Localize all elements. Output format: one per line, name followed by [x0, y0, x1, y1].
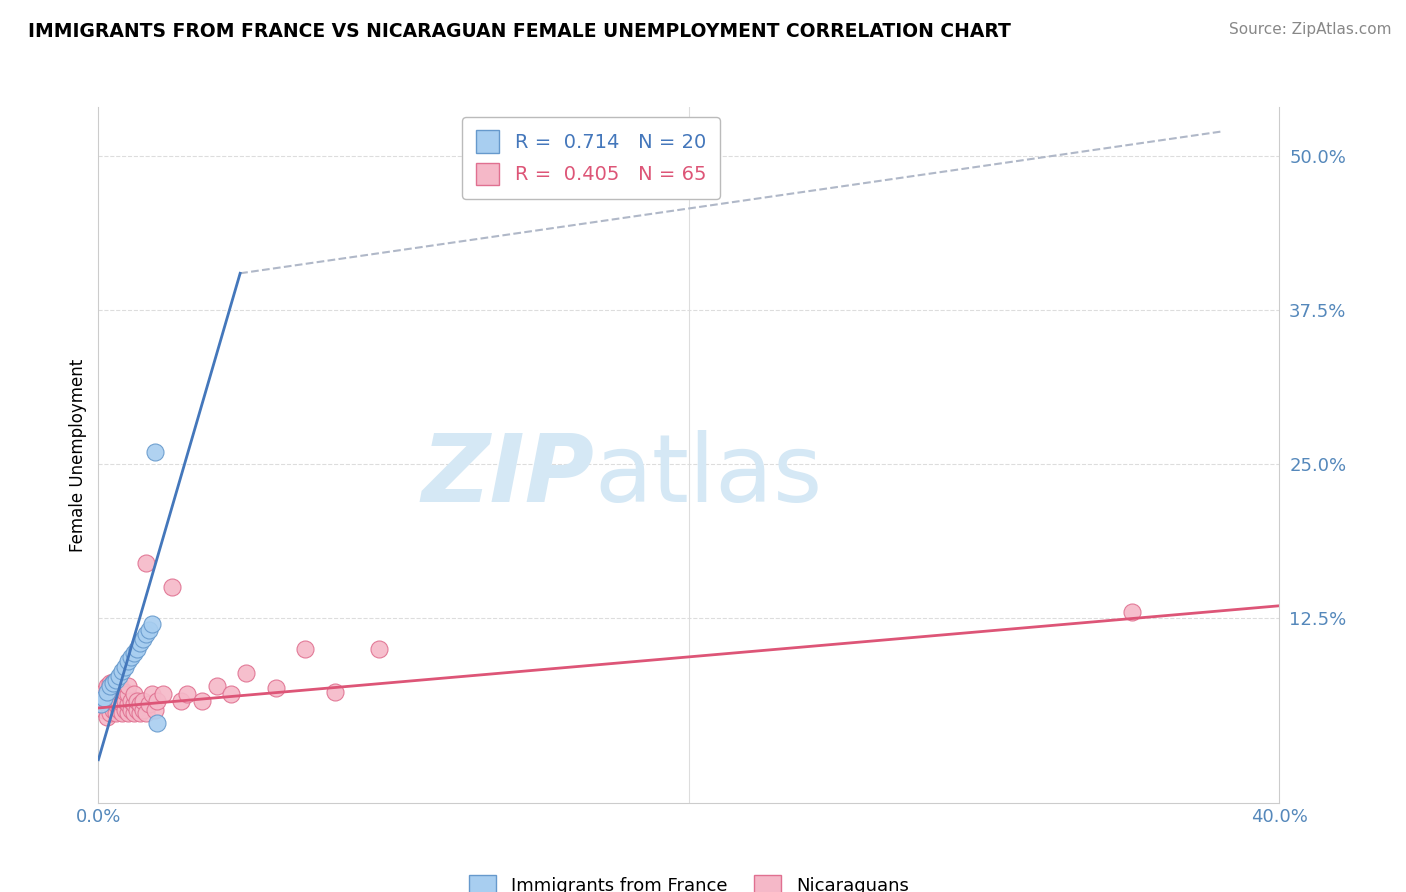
Point	[105, 688, 128, 702]
Point	[323, 685, 346, 699]
Point	[128, 698, 150, 712]
Point	[103, 693, 125, 707]
Point	[122, 698, 145, 712]
Point	[96, 685, 118, 699]
Point	[114, 685, 136, 699]
Point	[98, 706, 121, 720]
Point	[103, 676, 125, 690]
Point	[93, 693, 115, 707]
Point	[98, 688, 121, 702]
Point	[117, 698, 139, 712]
Point	[132, 632, 155, 646]
Point	[120, 693, 142, 707]
Point	[105, 673, 128, 687]
Point	[138, 624, 160, 638]
Point	[98, 679, 121, 693]
Point	[264, 681, 287, 696]
Point	[90, 698, 112, 712]
Point	[170, 693, 193, 707]
Point	[235, 666, 257, 681]
Point	[103, 703, 125, 717]
Point	[108, 685, 131, 699]
Point	[141, 617, 163, 632]
Point	[1121, 605, 1143, 619]
Point	[117, 679, 139, 693]
Point	[105, 698, 128, 712]
Point	[93, 703, 115, 717]
Point	[96, 679, 118, 693]
Point	[96, 709, 118, 723]
Point	[114, 703, 136, 717]
Point	[146, 715, 169, 730]
Point	[111, 664, 134, 678]
Point	[96, 698, 118, 712]
Point	[117, 706, 139, 720]
Point	[152, 688, 174, 702]
Point	[219, 688, 242, 702]
Point	[96, 689, 118, 703]
Point	[143, 703, 166, 717]
Point	[135, 556, 157, 570]
Point	[138, 698, 160, 712]
Point	[90, 698, 112, 712]
Point	[108, 693, 131, 707]
Point	[143, 445, 166, 459]
Point	[146, 693, 169, 707]
Point	[132, 703, 155, 717]
Point	[294, 641, 316, 656]
Point	[162, 580, 183, 594]
Point	[128, 636, 150, 650]
Legend: Immigrants from France, Nicaraguans: Immigrants from France, Nicaraguans	[463, 868, 915, 892]
Point	[176, 688, 198, 702]
Point	[368, 641, 391, 656]
Point	[117, 688, 139, 702]
Point	[93, 685, 115, 699]
Point	[108, 676, 131, 690]
Point	[135, 706, 157, 720]
Point	[111, 696, 134, 710]
Point	[114, 660, 136, 674]
Point	[98, 698, 121, 712]
Point	[120, 650, 142, 665]
Text: ZIP: ZIP	[422, 430, 595, 522]
Point	[117, 654, 139, 668]
Point	[105, 679, 128, 693]
Point	[108, 669, 131, 683]
Text: IMMIGRANTS FROM FRANCE VS NICARAGUAN FEMALE UNEMPLOYMENT CORRELATION CHART: IMMIGRANTS FROM FRANCE VS NICARAGUAN FEM…	[28, 22, 1011, 41]
Point	[191, 693, 214, 707]
Point	[111, 688, 134, 702]
Point	[125, 693, 148, 707]
Point	[108, 703, 131, 717]
Point	[135, 627, 157, 641]
Text: atlas: atlas	[595, 430, 823, 522]
Point	[120, 703, 142, 717]
Point	[93, 691, 115, 706]
Point	[111, 706, 134, 720]
Point	[122, 688, 145, 702]
Y-axis label: Female Unemployment: Female Unemployment	[69, 359, 87, 551]
Point	[122, 706, 145, 720]
Point	[103, 675, 125, 690]
Point	[114, 693, 136, 707]
Point	[90, 691, 112, 706]
Point	[125, 641, 148, 656]
Point	[98, 676, 121, 690]
Point	[205, 679, 228, 693]
Point	[103, 685, 125, 699]
Point	[125, 703, 148, 717]
Point	[128, 706, 150, 720]
Point	[132, 693, 155, 707]
Text: Source: ZipAtlas.com: Source: ZipAtlas.com	[1229, 22, 1392, 37]
Point	[141, 688, 163, 702]
Point	[105, 706, 128, 720]
Point	[122, 646, 145, 660]
